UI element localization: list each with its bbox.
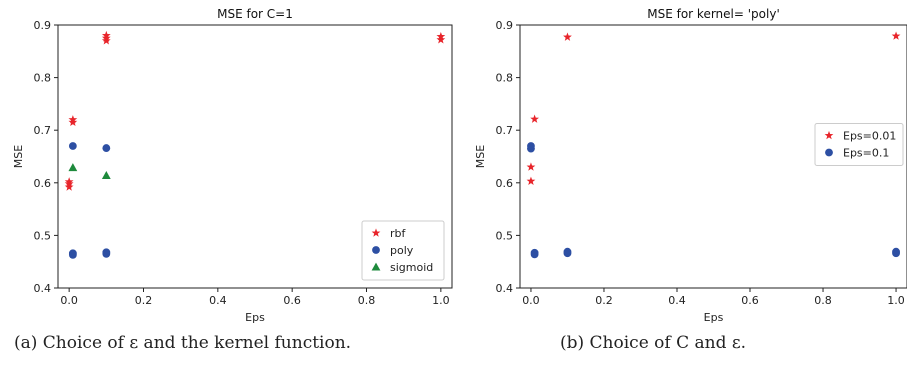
data-point-eps-0-01	[526, 162, 536, 171]
data-point-rbf	[64, 177, 74, 186]
data-point-poly	[102, 144, 111, 152]
legend-marker-rbf	[371, 228, 381, 237]
legend-marker-eps-0-1	[825, 148, 833, 157]
x-tick-label: 0.2	[135, 294, 153, 307]
x-tick-label: 0.0	[522, 294, 540, 307]
data-point-poly	[68, 249, 77, 258]
y-tick-label: 0.6	[496, 177, 514, 190]
y-tick-label: 0.4	[496, 282, 514, 295]
x-tick-label: 0.2	[595, 294, 613, 307]
legend-entry-eps-0-01: Eps=0.01	[843, 130, 896, 143]
data-point-rbf	[64, 182, 74, 191]
legend-box	[361, 220, 445, 281]
data-point-rbf	[101, 33, 111, 42]
legend-marker-eps-0-01	[824, 130, 834, 140]
data-point-eps-0-1	[530, 248, 539, 257]
y-tick-label: 0.7	[34, 124, 52, 137]
x-axis-label: Eps	[245, 311, 265, 324]
y-tick-label: 0.8	[496, 72, 514, 85]
y-axis-label: MSE	[474, 145, 487, 168]
x-tick-label: 0.6	[741, 294, 759, 307]
x-tick-label: 0.0	[60, 294, 78, 307]
y-tick-label: 0.5	[496, 229, 514, 242]
x-tick-label: 1.0	[887, 294, 905, 307]
legend-entry-rbf: rbf	[390, 227, 407, 240]
legend-entry-sigmoid: sigmoid	[390, 261, 433, 274]
y-tick-label: 0.9	[34, 19, 52, 32]
x-axis-label: Eps	[704, 311, 724, 324]
data-point-eps-0-01	[526, 176, 536, 185]
data-point-poly	[68, 142, 77, 150]
legend-entry-poly: poly	[390, 244, 414, 257]
scatter-plot-b: MSE for kernel= 'poly' 0.0 0.2 0.4 0.6 0.8 1.0…	[474, 7, 907, 324]
data-point-eps-0-01	[891, 31, 901, 40]
x-tick-label: 1.0	[432, 294, 450, 307]
y-tick-label: 0.9	[496, 19, 514, 32]
x-tick-label: 0.4	[209, 294, 227, 307]
y-tick-label: 0.4	[34, 282, 52, 295]
data-point-sigmoid	[101, 171, 111, 179]
data-point-rbf	[68, 115, 78, 124]
scatter-plot-a: MSE for C=1 0.0 0.2 0.4 0.6 0.8 1.0 0.4 0.5 0.6 0.…	[12, 7, 453, 324]
data-point-rbf	[68, 117, 78, 127]
data-point-rbf	[436, 31, 446, 41]
data-point-rbf	[101, 36, 111, 45]
data-point-sigmoid	[68, 163, 78, 172]
chart-title: MSE for kernel= 'poly'	[647, 7, 780, 21]
y-tick-label: 0.6	[34, 177, 52, 190]
x-tick-label: 0.8	[358, 294, 376, 307]
data-point-eps-0-1	[527, 142, 535, 150]
data-point-eps-0-1	[563, 247, 572, 256]
y-axis-label: MSE	[12, 145, 25, 168]
chart-title: MSE for C=1	[217, 7, 293, 21]
legend-marker-poly	[372, 246, 380, 254]
legend-entry-eps-0-1: Eps=0.1	[843, 147, 889, 160]
caption-b: (b) Choice of C and ε.	[560, 333, 747, 353]
data-point-eps-0-01	[563, 32, 572, 41]
legend-box	[814, 123, 904, 166]
y-tick-label: 0.7	[496, 124, 514, 137]
data-point-eps-0-1	[892, 247, 900, 256]
legend-marker-sigmoid	[371, 262, 381, 271]
x-tick-label: 0.8	[814, 294, 832, 307]
x-tick-label: 0.6	[283, 294, 301, 307]
data-point-rbf	[101, 30, 111, 40]
y-tick-label: 0.8	[34, 72, 52, 85]
x-tick-label: 0.4	[668, 294, 686, 307]
data-point-rbf	[436, 35, 446, 44]
y-tick-label: 0.5	[34, 229, 52, 242]
data-point-eps-0-01	[530, 114, 539, 123]
data-point-poly	[102, 248, 111, 257]
caption-a: (a) Choice of ε and the kernel function.	[14, 333, 352, 353]
